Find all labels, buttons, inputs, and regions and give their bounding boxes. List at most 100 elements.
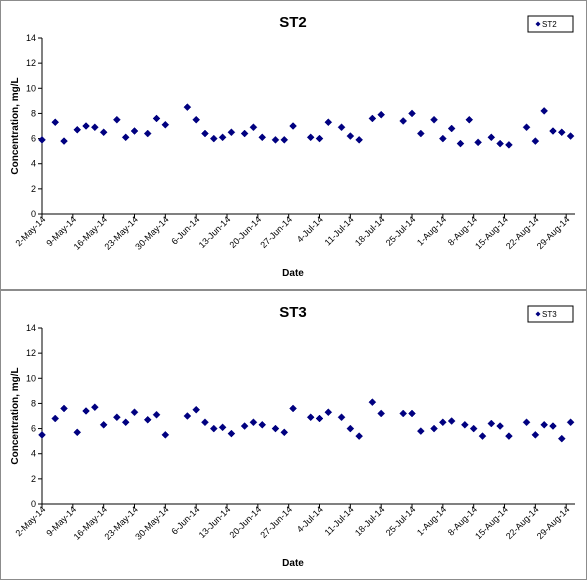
legend-marker-icon xyxy=(535,21,541,27)
data-point xyxy=(91,123,99,132)
data-point xyxy=(227,429,236,438)
data-point xyxy=(540,420,549,429)
legend: ST3 xyxy=(527,305,574,323)
data-point xyxy=(183,103,192,111)
data-point xyxy=(218,133,227,142)
data-point xyxy=(306,133,315,142)
chart-st3: ST3024681012142-May-149-May-1416-May-142… xyxy=(10,304,575,569)
y-tick-label: 2 xyxy=(31,474,36,484)
x-axis-label: Date xyxy=(282,268,304,279)
x-tick-label: 4-Jul-14 xyxy=(295,214,325,244)
data-point xyxy=(143,415,152,424)
legend: ST2 xyxy=(527,15,574,33)
data-point xyxy=(408,409,416,418)
x-tick-label: 1-Aug-14 xyxy=(415,214,448,247)
data-point xyxy=(60,137,68,145)
x-tick-label: 25-Jul-14 xyxy=(384,214,418,248)
x-tick-label: 13-Jun-14 xyxy=(197,214,233,250)
data-point xyxy=(209,424,218,433)
x-tick-label: 27-Jun-14 xyxy=(258,504,294,540)
y-tick-label: 6 xyxy=(31,134,36,144)
data-point xyxy=(218,423,227,432)
y-axis-label: Concentration, mg/L xyxy=(10,77,21,174)
data-point xyxy=(121,418,130,427)
x-tick-label: 18-Jul-14 xyxy=(353,504,387,538)
data-point xyxy=(447,417,456,425)
x-tick-label: 29-Aug-14 xyxy=(535,504,572,541)
data-point xyxy=(91,403,99,412)
data-point xyxy=(438,418,447,427)
data-point xyxy=(465,115,474,124)
data-point xyxy=(557,434,566,443)
chart-panel-st3: ST3 0 2 4 6 8 10 12 14 2-May-14 9-May-14 16-May-14 2… xyxy=(0,290,587,580)
x-tick-label: 30-May-14 xyxy=(133,214,170,251)
data-point xyxy=(113,413,121,422)
x-tick-label: 20-Jun-14 xyxy=(228,214,264,250)
data-point xyxy=(557,128,566,137)
data-point xyxy=(51,414,60,423)
x-tick-label: 2-May-14 xyxy=(13,214,47,248)
chart-st2: ST2024681012142-May-149-May-1416-May-142… xyxy=(10,14,575,279)
y-tick-label: 12 xyxy=(26,58,36,68)
chart-title: ST2 xyxy=(279,14,307,31)
legend-marker-icon xyxy=(535,311,541,317)
data-point xyxy=(540,107,549,115)
data-point xyxy=(355,135,364,144)
data-point xyxy=(258,420,267,429)
data-point xyxy=(566,418,575,427)
data-point xyxy=(99,128,108,137)
data-point xyxy=(416,129,425,138)
data-point xyxy=(377,409,386,418)
x-tick-label: 11-Jul-14 xyxy=(323,214,356,247)
data-point xyxy=(82,122,90,130)
x-tick-label: 11-Jul-14 xyxy=(323,504,356,537)
legend-label: ST3 xyxy=(542,310,557,319)
data-point xyxy=(315,134,324,143)
data-point xyxy=(496,139,504,148)
y-tick-label: 4 xyxy=(31,449,36,459)
data-point xyxy=(337,413,346,422)
data-point xyxy=(505,141,513,149)
data-point xyxy=(430,424,438,433)
data-point xyxy=(487,133,496,142)
x-axis-label: Date xyxy=(282,558,304,569)
data-point xyxy=(113,115,121,124)
data-point xyxy=(280,135,289,144)
data-point xyxy=(271,424,280,433)
legend-box xyxy=(527,305,574,323)
data-point xyxy=(82,407,90,415)
data-point xyxy=(240,422,249,430)
data-point xyxy=(522,418,531,427)
y-tick-label: 0 xyxy=(31,499,36,509)
y-tick-label: 8 xyxy=(31,398,36,408)
data-point xyxy=(249,418,258,427)
data-point xyxy=(227,128,236,137)
data-point xyxy=(469,424,478,433)
data-point xyxy=(315,414,324,423)
data-point xyxy=(99,420,108,429)
data-point xyxy=(416,427,425,435)
data-point xyxy=(201,418,209,427)
data-point xyxy=(306,413,315,422)
data-point xyxy=(209,134,218,143)
data-point xyxy=(280,428,289,437)
data-point xyxy=(531,137,540,145)
data-point xyxy=(289,122,297,130)
data-point xyxy=(240,129,249,138)
data-point xyxy=(271,135,280,144)
data-point xyxy=(192,405,201,414)
data-point xyxy=(408,109,416,118)
data-point xyxy=(161,431,170,439)
data-point xyxy=(456,139,465,148)
data-point xyxy=(249,123,258,132)
y-tick-label: 8 xyxy=(31,108,36,118)
data-point xyxy=(324,118,333,127)
data-point xyxy=(121,133,130,142)
y-tick-label: 6 xyxy=(31,424,36,434)
data-point xyxy=(549,127,557,135)
y-tick-label: 14 xyxy=(26,323,36,333)
data-point xyxy=(478,432,487,440)
data-point xyxy=(73,428,82,437)
chart-title: ST3 xyxy=(279,304,307,321)
y-tick-label: 0 xyxy=(31,209,36,219)
